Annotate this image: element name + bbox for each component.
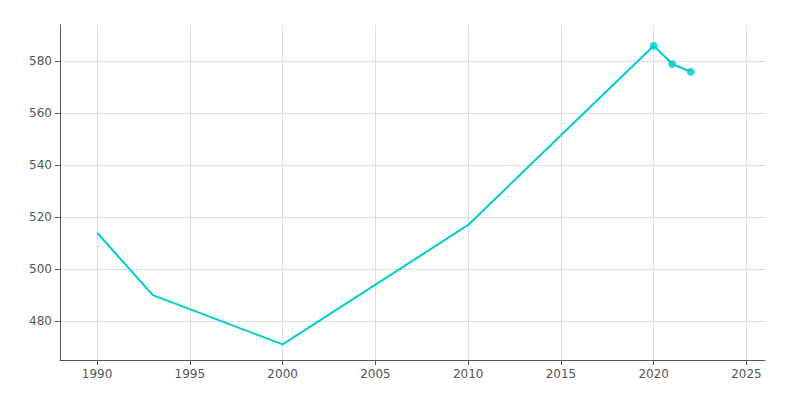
svg-text:2000: 2000	[267, 367, 298, 381]
svg-text:520: 520	[29, 210, 52, 224]
svg-text:580: 580	[29, 54, 52, 68]
svg-text:560: 560	[29, 106, 52, 120]
svg-text:2010: 2010	[453, 367, 484, 381]
svg-text:2015: 2015	[546, 367, 577, 381]
svg-text:2020: 2020	[638, 367, 669, 381]
svg-text:2025: 2025	[731, 367, 762, 381]
svg-text:1995: 1995	[175, 367, 206, 381]
svg-text:500: 500	[29, 262, 52, 276]
svg-text:540: 540	[29, 158, 52, 172]
svg-text:2005: 2005	[360, 367, 391, 381]
svg-text:1990: 1990	[82, 367, 113, 381]
svg-text:480: 480	[29, 314, 52, 328]
